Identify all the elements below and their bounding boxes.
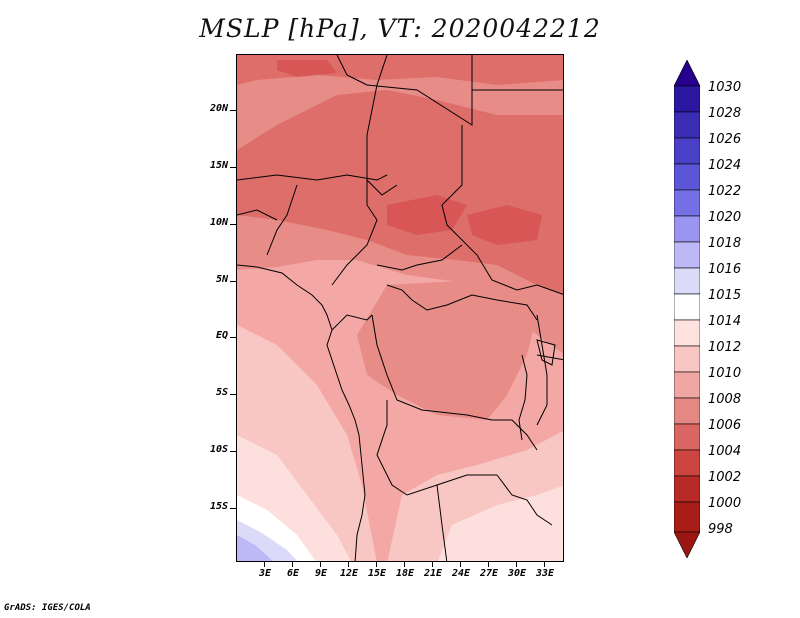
colorbar-label: 1030	[708, 80, 742, 95]
colorbar-swatch	[674, 475, 700, 503]
colorbar-label: 998	[708, 522, 733, 537]
colorbar-swatch	[674, 371, 700, 399]
lat-label: 10S	[209, 444, 228, 455]
lat-label: 10N	[209, 217, 228, 228]
contour-1018	[237, 535, 273, 561]
colorbar-label: 1028	[708, 106, 742, 121]
lon-tick	[264, 562, 265, 567]
lon-label: 15E	[367, 568, 387, 579]
colorbar-label: 1018	[708, 236, 742, 251]
lat-label: 15S	[209, 501, 228, 512]
lon-tick	[488, 562, 489, 567]
colorbar-label: 1004	[708, 444, 742, 459]
lon-tick	[320, 562, 321, 567]
colorbar-label: 1008	[708, 392, 742, 407]
lat-label: 20N	[209, 103, 228, 114]
colorbar-label: 1010	[708, 366, 742, 381]
lon-tick	[460, 562, 461, 567]
colorbar-swatch	[674, 267, 700, 295]
colorbar-swatch	[674, 293, 700, 321]
lat-label: 15N	[209, 160, 228, 171]
colorbar-label: 1014	[708, 314, 742, 329]
colorbar-swatch	[674, 241, 700, 269]
colorbar-swatch	[674, 449, 700, 477]
colorbar-label: 1012	[708, 340, 742, 355]
contour-1008-central	[357, 280, 537, 420]
lat-tick	[230, 281, 236, 282]
colorbar-top-arrow	[674, 60, 700, 87]
lon-tick	[376, 562, 377, 567]
lon-label: 3E	[258, 568, 272, 579]
lat-tick	[230, 451, 236, 452]
colorbar-label: 1024	[708, 158, 742, 173]
colorbar-swatch	[674, 215, 700, 243]
colorbar-swatch	[674, 189, 700, 217]
country-borders	[237, 55, 563, 561]
lon-label: 9E	[314, 568, 328, 579]
grads-credit: GrADS: IGES/COLA	[4, 603, 91, 613]
lat-label: 5S	[215, 387, 228, 398]
lon-tick	[348, 562, 349, 567]
colorbar-swatch	[674, 501, 700, 533]
lon-tick	[544, 562, 545, 567]
lon-label: 30E	[507, 568, 527, 579]
lat-tick	[230, 394, 236, 395]
colorbar-bottom-arrow	[674, 531, 700, 558]
colorbar-swatch	[674, 111, 700, 139]
colorbar-swatch	[674, 423, 700, 451]
lon-label: 27E	[479, 568, 499, 579]
colorbar-swatch	[674, 397, 700, 425]
colorbar-label: 1015	[708, 288, 742, 303]
colorbar-swatch	[674, 85, 700, 113]
contour-1014-east	[437, 485, 563, 561]
colorbar-label: 1002	[708, 470, 742, 485]
lon-tick	[292, 562, 293, 567]
colorbar-label: 1022	[708, 184, 742, 199]
mslp-field	[237, 55, 563, 561]
colorbar-swatch	[674, 319, 700, 347]
map-plot-area	[236, 54, 564, 562]
contour-1004-b	[467, 205, 542, 245]
map-title: MSLP [hPa], VT: 2020042212	[199, 14, 601, 43]
lon-tick	[404, 562, 405, 567]
lon-label: 6E	[286, 568, 300, 579]
lon-label: 18E	[395, 568, 415, 579]
lat-tick	[230, 110, 236, 111]
lon-label: 21E	[423, 568, 443, 579]
lon-label: 24E	[451, 568, 471, 579]
lat-tick	[230, 224, 236, 225]
colorbar-swatch	[674, 345, 700, 373]
colorbar-label: 1026	[708, 132, 742, 147]
colorbar-label: 1016	[708, 262, 742, 277]
lat-tick	[230, 167, 236, 168]
colorbar-label: 1006	[708, 418, 742, 433]
lat-label: EQ	[215, 330, 228, 341]
lon-tick	[516, 562, 517, 567]
colorbar-swatch	[674, 163, 700, 191]
lon-label: 33E	[535, 568, 555, 579]
colorbar	[674, 60, 700, 558]
colorbar-swatch	[674, 137, 700, 165]
lat-tick	[230, 508, 236, 509]
lat-label: 5N	[215, 274, 228, 285]
lat-tick	[230, 337, 236, 338]
colorbar-label: 1000	[708, 496, 742, 511]
colorbar-label: 1020	[708, 210, 742, 225]
lon-tick	[432, 562, 433, 567]
lon-label: 12E	[339, 568, 359, 579]
contour-1006	[237, 90, 563, 295]
contour-1004-c	[277, 60, 337, 77]
